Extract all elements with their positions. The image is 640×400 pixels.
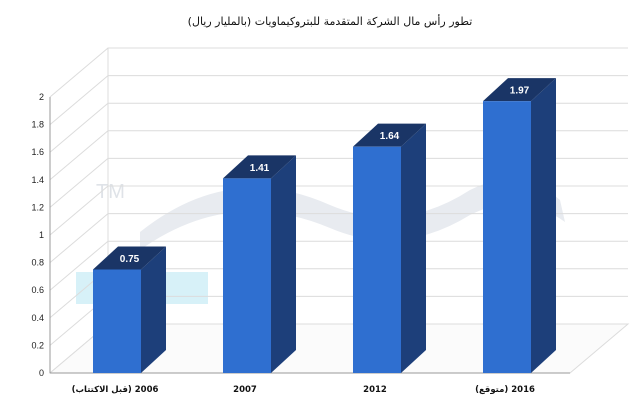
bar-1: 1.41: [223, 155, 296, 373]
y-tick-label: 0.2: [31, 340, 44, 350]
bar-top: [93, 246, 166, 270]
x-axis-labels: 2006 (قبل الاكتتاب) 2007 2012 2016 (متوقع): [72, 385, 535, 395]
y-tick-label: 0.6: [31, 285, 44, 295]
y-tick-label: 0: [39, 368, 44, 378]
y-tick-label: 1.2: [31, 202, 44, 212]
bar-side: [271, 155, 296, 373]
y-tick-label: 1: [39, 230, 44, 240]
bar-front: [223, 178, 271, 373]
y-tick-label: 1.4: [31, 175, 44, 185]
bar-top: [353, 123, 426, 147]
data-label: 1.97: [510, 86, 530, 97]
chart-title: تطور رأس مال الشركة المتقدمة للبتروكيماو…: [188, 14, 473, 28]
data-label: 1.64: [380, 131, 400, 142]
bar-front: [483, 101, 531, 373]
bar-0: 0.75: [93, 246, 166, 373]
x-tick-label: 2007: [233, 385, 257, 395]
bar-side: [141, 246, 166, 373]
x-tick-label: 2016 (متوقع): [475, 385, 535, 395]
y-tick-label: 1.8: [31, 120, 44, 130]
bar-side: [401, 123, 426, 374]
y-tick-label: 1.6: [31, 147, 44, 157]
bar-top: [223, 155, 296, 179]
bar-front: [353, 146, 401, 373]
bar-front: [93, 269, 141, 373]
bar-2: 1.64: [353, 123, 426, 374]
bar-side: [531, 78, 556, 373]
y-tick-label: 0.4: [31, 313, 44, 323]
x-tick-label: 2006 (قبل الاكتتاب): [72, 385, 159, 395]
y-axis-ticks: 0 0.2 0.4 0.6 0.8 1 1.2 1.4 1.6 1.8 2: [31, 92, 44, 378]
y-tick-label: 0.8: [31, 258, 44, 268]
data-label: 1.41: [250, 163, 270, 174]
data-label: 0.75: [120, 254, 140, 265]
y-tick-label: 2: [39, 92, 44, 102]
x-tick-label: 2012: [363, 385, 387, 395]
bar-3: 1.97: [483, 78, 556, 373]
bar-top: [483, 78, 556, 102]
bars: 0.75 1.41 1.64 1.97: [93, 78, 556, 374]
